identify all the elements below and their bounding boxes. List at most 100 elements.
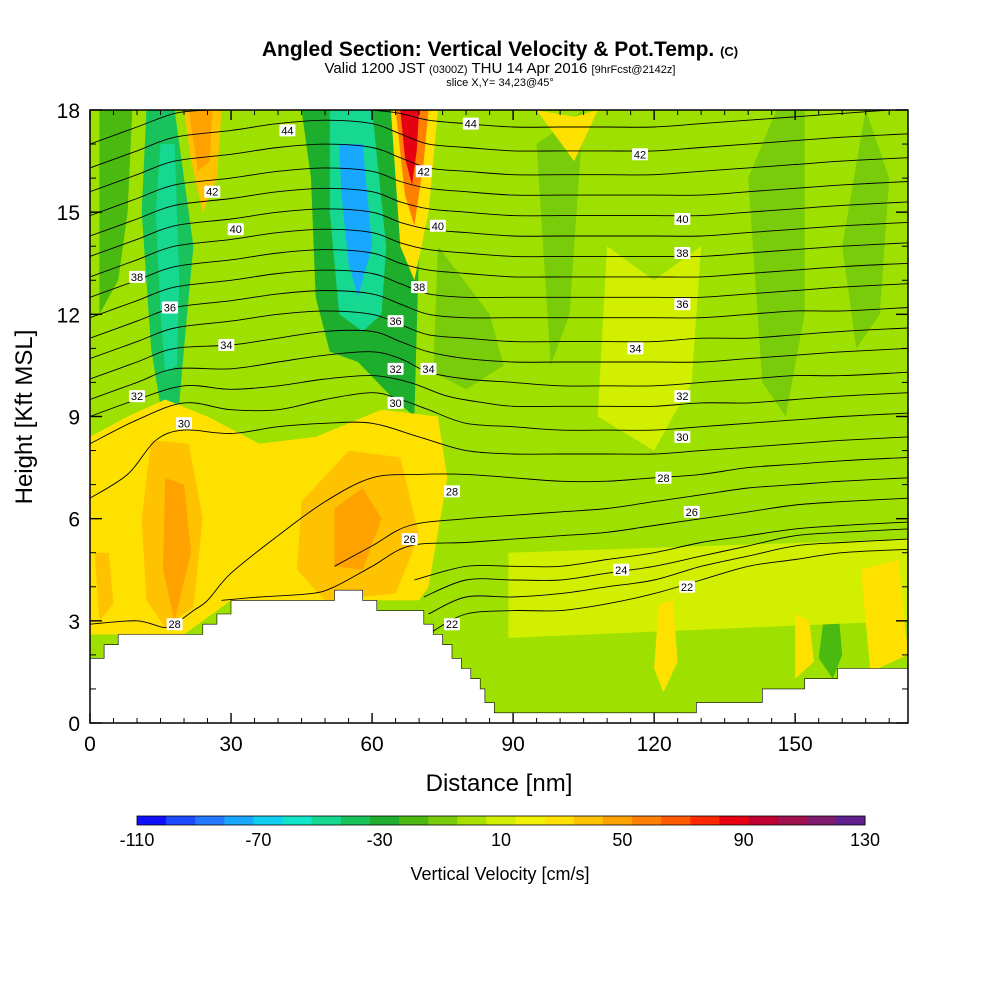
theta-contour — [90, 456, 908, 629]
y-tick-label: 0 — [68, 713, 80, 736]
theta-contour — [90, 167, 908, 217]
contour-label: 32 — [676, 391, 688, 403]
y-tick-label: 18 — [57, 100, 80, 123]
velocity-region — [162, 477, 192, 621]
colorbar-segment — [282, 816, 313, 825]
colorbar-tick-label: 90 — [734, 830, 754, 850]
contour-label: 28 — [657, 473, 669, 485]
x-tick-label: 30 — [219, 733, 242, 756]
contour-label-box — [161, 301, 178, 314]
colorbar-segment — [340, 816, 371, 825]
contour-label-box — [443, 618, 460, 631]
colorbar: -110 -70 -30 10 50 90 130 — [120, 815, 880, 850]
y-tick-label: 15 — [57, 202, 80, 225]
colorbar-segment — [573, 816, 604, 825]
contour-label-box — [129, 390, 146, 403]
contour-label: 34 — [220, 340, 232, 352]
theta-contour — [90, 375, 908, 417]
colorbar-segment — [137, 816, 167, 825]
contour-label-box — [674, 247, 691, 260]
contour-label-box — [401, 533, 418, 546]
velocity-region — [339, 144, 373, 298]
theta-contour — [90, 143, 908, 193]
colorbar-segment — [719, 816, 750, 825]
colorbar-segment — [632, 816, 662, 825]
theta-contour — [90, 208, 908, 257]
utc-time: (0300Z) — [429, 64, 468, 76]
theta-contour — [428, 538, 908, 615]
contour-label: 40 — [432, 221, 444, 233]
chart-title-unit: (C) — [720, 44, 739, 59]
chart-subtitle: Valid 1200 JST (0300Z) THU 14 Apr 2016 [… — [0, 60, 1000, 77]
forecast-info: [9hrFcst@2142z] — [591, 64, 676, 76]
contour-label: 38 — [676, 248, 688, 260]
contour-label: 28 — [168, 619, 180, 631]
contour-label-box — [387, 315, 404, 328]
y-tick-label: 12 — [57, 304, 80, 327]
theta-contour — [90, 269, 908, 319]
contour-label-box — [674, 298, 691, 311]
contour-label: 44 — [281, 125, 293, 137]
theta-contour — [90, 249, 908, 298]
contour-label: 40 — [230, 224, 242, 236]
velocity-region — [748, 110, 805, 417]
colorbar-segment — [661, 816, 691, 825]
contour-label-box — [627, 342, 644, 355]
theta-contour — [221, 497, 908, 601]
theta-contour — [90, 110, 208, 145]
y-tick-label: 6 — [68, 509, 80, 532]
theta-contour — [423, 528, 908, 598]
colorbar-segment — [486, 816, 517, 825]
colorbar-segment — [399, 816, 429, 825]
contour-label: 38 — [131, 272, 143, 284]
contour-label-box — [679, 580, 696, 593]
colorbar-tick-label: 10 — [491, 830, 511, 850]
y-tick-label: 3 — [68, 611, 80, 634]
colorbar-segment — [515, 816, 546, 825]
velocity-region — [334, 488, 382, 570]
velocity-region — [188, 110, 213, 172]
colorbar-tick-label: -110 — [120, 830, 155, 850]
velocity-region — [654, 600, 678, 693]
contour-label: 36 — [164, 303, 176, 315]
contour-label: 32 — [131, 391, 143, 403]
contour-label-box — [387, 396, 404, 409]
colorbar-label: Vertical Velocity [cm/s] — [410, 864, 589, 884]
contour-label-box — [462, 117, 479, 130]
contour-label: 40 — [676, 214, 688, 226]
velocity-region — [842, 110, 890, 349]
colorbar-segment — [311, 816, 342, 825]
colorbar-frame — [136, 815, 866, 826]
contour-label: 42 — [418, 166, 430, 178]
contour-label: 26 — [404, 534, 416, 546]
colorbar-segment — [806, 816, 837, 825]
x-tick-label: 90 — [501, 733, 524, 756]
contour-label-box — [420, 362, 437, 375]
contour-label: 34 — [629, 343, 641, 355]
contour-label: 30 — [676, 432, 688, 444]
theta-contour — [90, 290, 908, 339]
velocity-region — [400, 110, 420, 185]
colorbar-segment — [369, 816, 400, 825]
contour-label-box — [674, 390, 691, 403]
contour-label-box — [176, 417, 193, 430]
contour-label-box — [387, 362, 404, 375]
contour-label-box — [166, 618, 183, 631]
valid-time: Valid 1200 JST — [324, 60, 425, 77]
x-tick-label: 150 — [778, 733, 813, 756]
contour-label-box — [218, 338, 235, 351]
terrain-outline — [90, 589, 908, 714]
colorbar-segment — [777, 816, 808, 825]
contour-label-box — [443, 485, 460, 498]
slice-info: slice X,Y= 34,23@45° — [446, 77, 554, 89]
x-tick-label: 0 — [84, 733, 96, 756]
velocity-region — [536, 110, 598, 162]
terrain — [90, 590, 908, 723]
theta-contour — [90, 119, 908, 169]
contour-label: 30 — [178, 418, 190, 430]
plot-area: 44 44 42 42 42 40 40 40 38 38 38 36 36 36 34 34 34 32 32 32… — [90, 110, 908, 723]
theta-contour — [90, 310, 908, 360]
contour-label-box — [129, 270, 146, 283]
y-axis-label: Height [Kft MSL] — [11, 330, 38, 505]
contour-label-box — [411, 281, 428, 294]
